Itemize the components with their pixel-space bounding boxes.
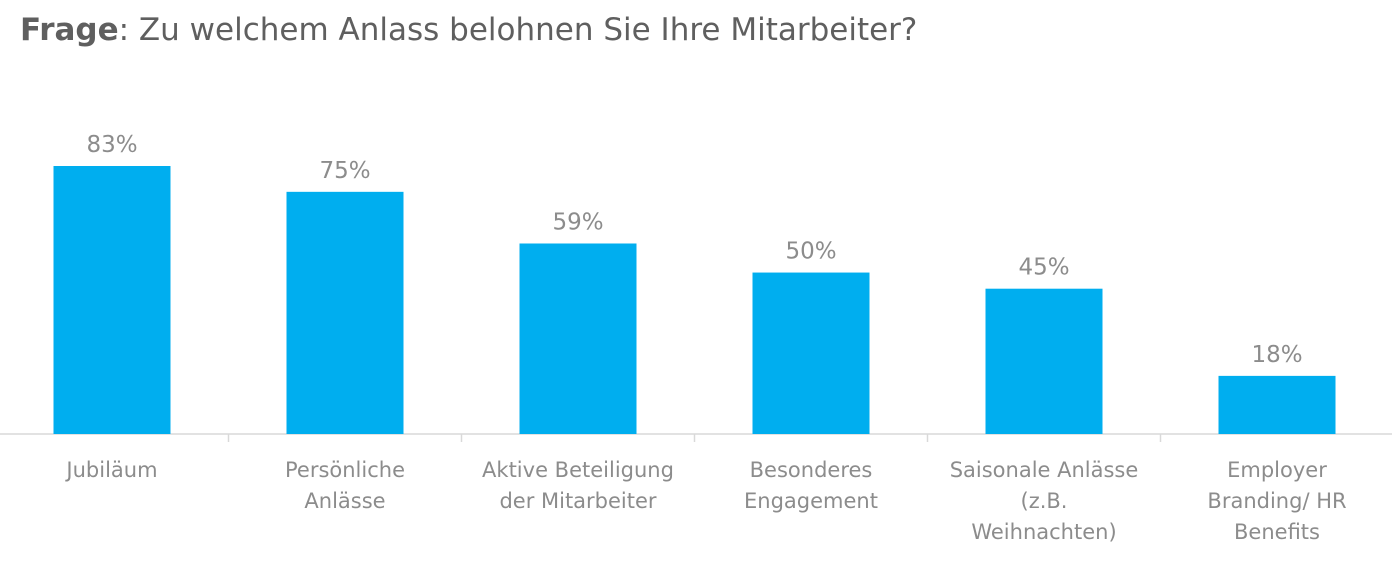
category-label-6: Employer Branding/ HR Benefits [1207,458,1346,544]
bar-1 [53,166,171,434]
data-label-2: 75% [319,158,370,184]
category-label-line: Saisonale Anlässe [950,458,1139,482]
data-label-5: 45% [1018,255,1069,281]
category-label-line: Anlässe [304,489,385,513]
category-label-3: Aktive Beteiligung der Mitarbeiter [482,458,674,513]
chart-title-bold: Frage [20,12,119,48]
category-label-line: Benefits [1234,520,1320,544]
category-label-line: Branding/ HR [1207,489,1346,513]
category-label-line: Engagement [744,489,878,513]
category-label-line: Besonderes [750,458,873,482]
bar-5 [985,288,1103,434]
category-label-line: Jubiläum [64,458,157,482]
bar-3 [519,243,637,434]
category-label-line: der Mitarbeiter [499,489,656,513]
category-label-line: Employer [1227,458,1327,482]
category-label-line: Aktive Beteiligung [482,458,674,482]
data-label-1: 83% [86,132,137,158]
category-label-line: (z.B. [1021,489,1068,513]
data-label-4: 50% [785,239,836,265]
bar-2 [286,191,404,434]
category-label-4: Besonderes Engagement [744,458,878,513]
chart-title-rest: : Zu welchem Anlass belohnen Sie Ihre Mi… [118,12,918,48]
data-label-3: 59% [552,209,603,235]
category-label-line: Persönliche [285,458,405,482]
bar-4 [752,272,870,434]
chart-title: Frage: Zu welchem Anlass belohnen Sie Ih… [20,12,917,48]
bar-6 [1218,375,1336,434]
category-label-line: Weihnachten) [971,520,1116,544]
category-label-5: Saisonale Anlässe (z.B. Weihnachten) [950,458,1139,544]
data-label-6: 18% [1251,342,1302,368]
category-label-1: Jubiläum [64,458,157,482]
category-label-2: Persönliche Anlässe [285,458,405,513]
